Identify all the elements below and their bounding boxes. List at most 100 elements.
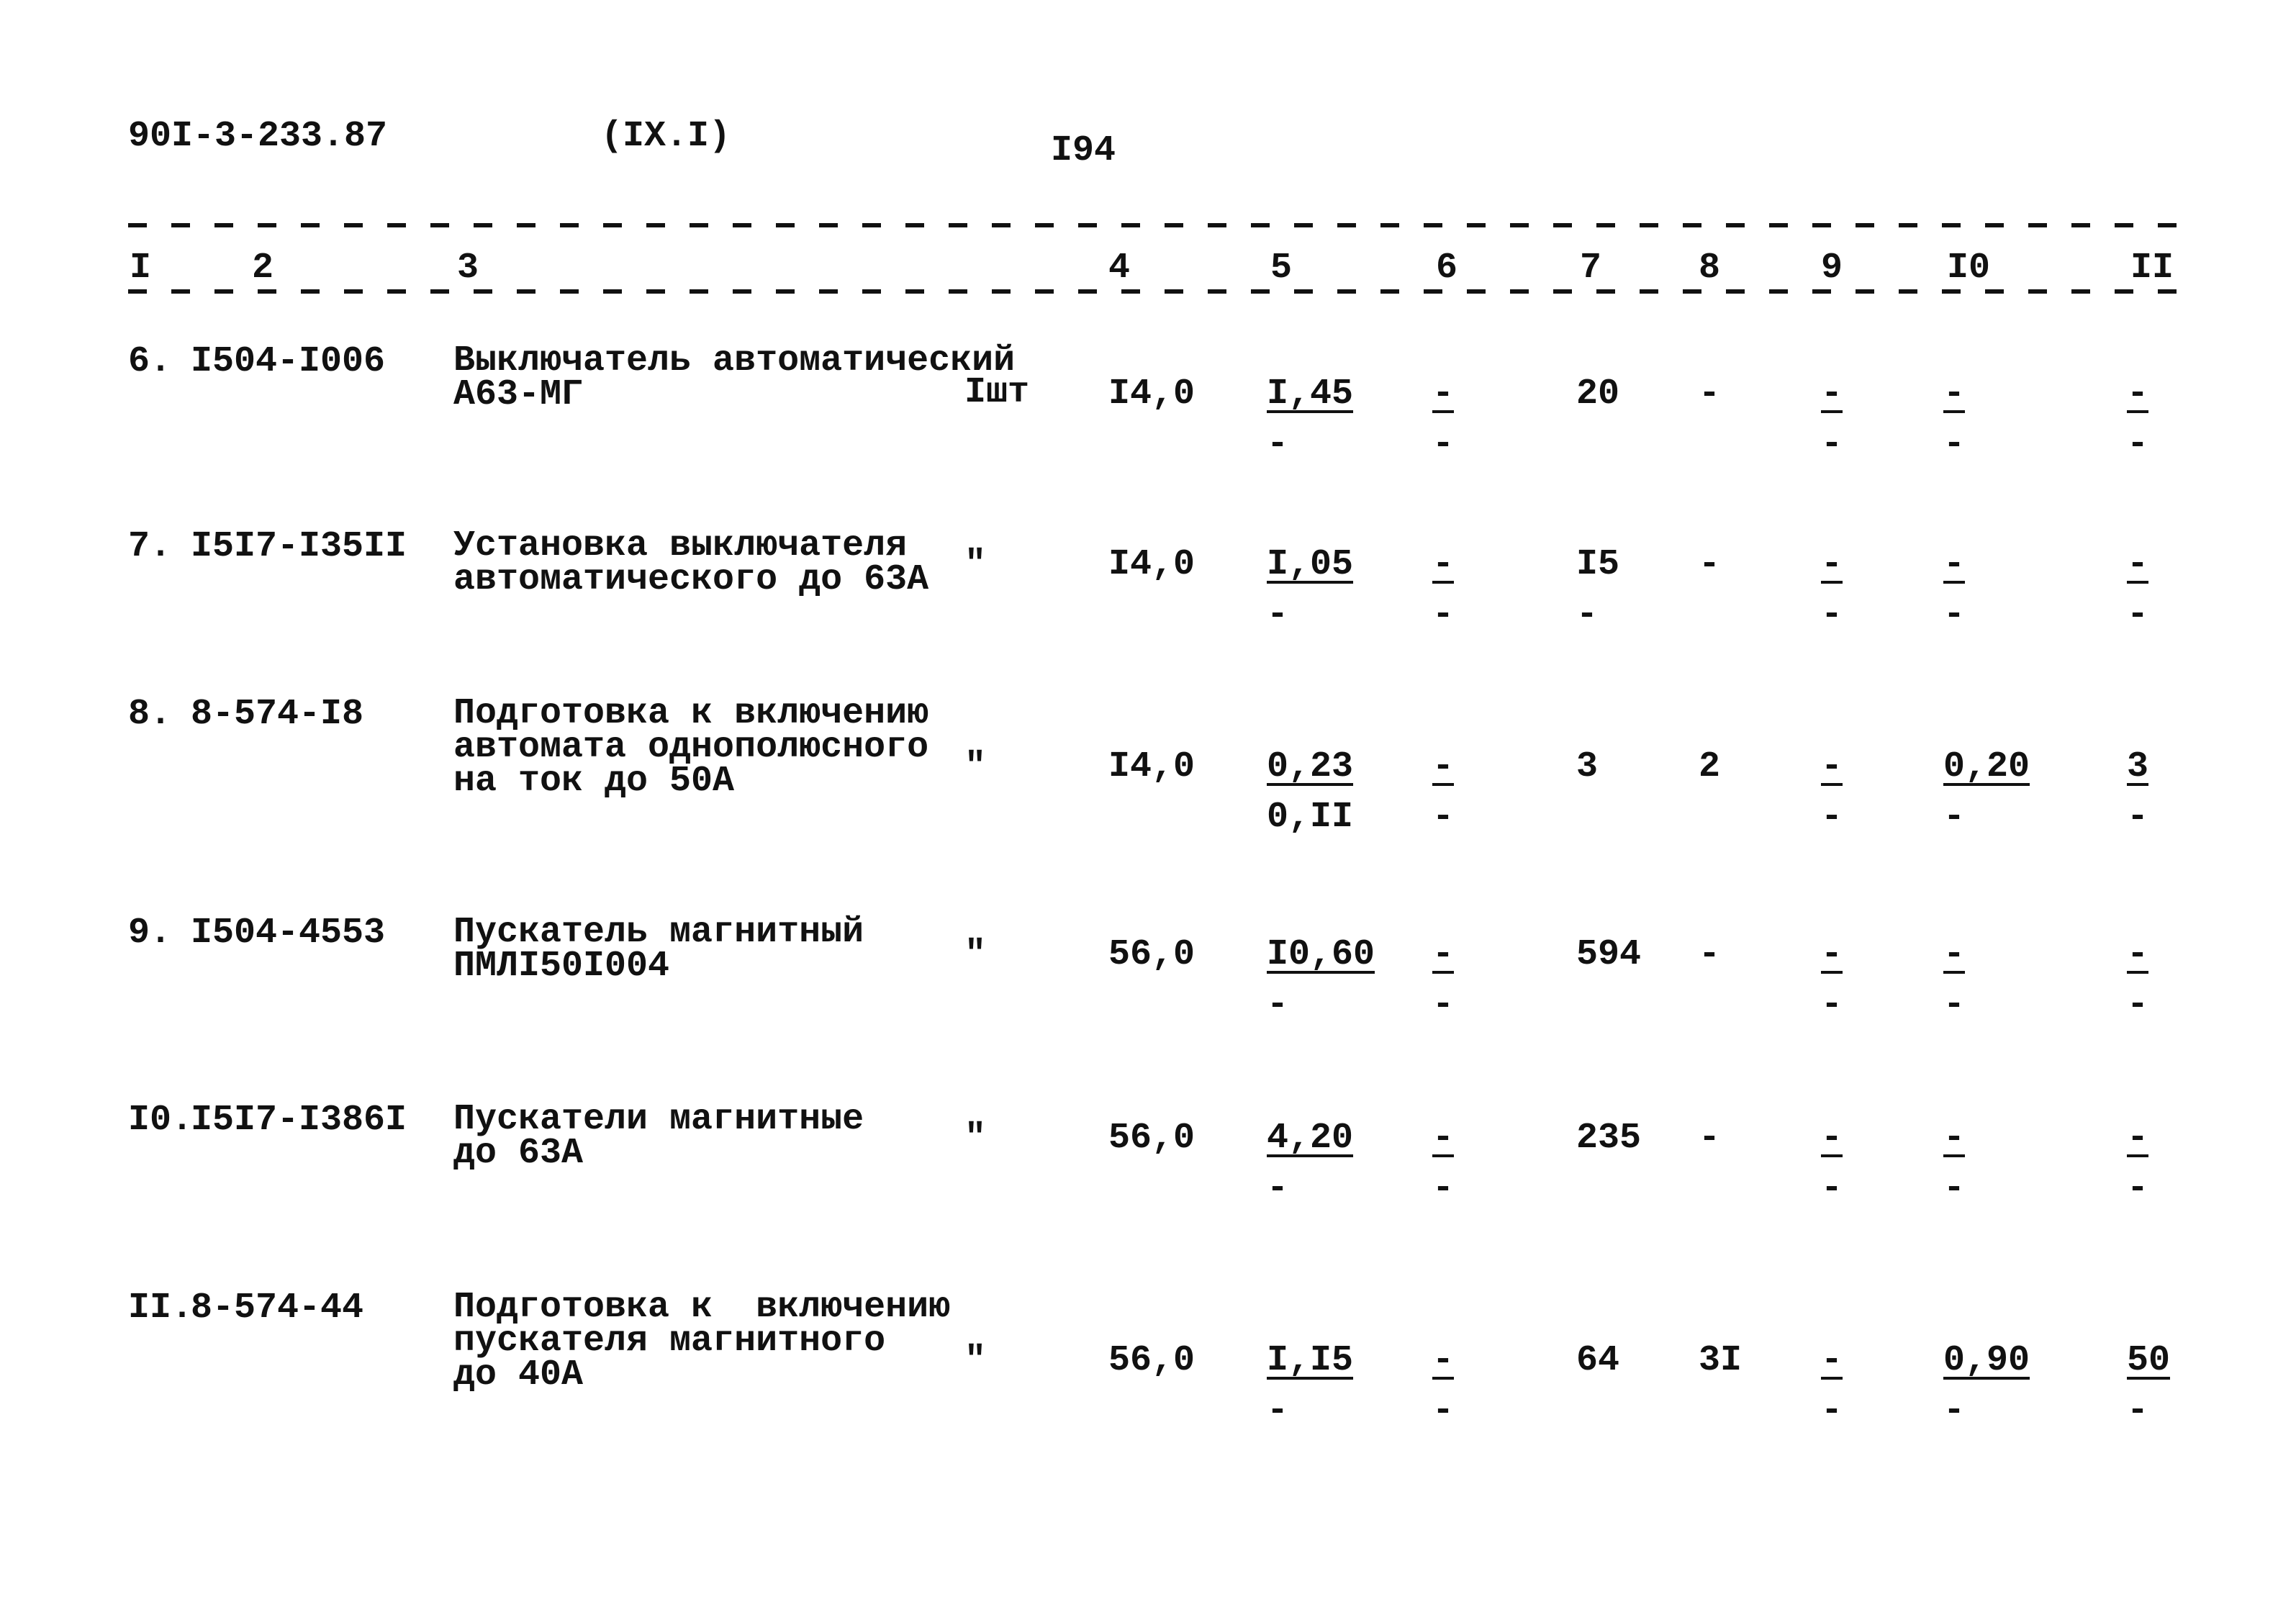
c11-denominator: - — [2127, 985, 2149, 1026]
c5-numerator: 4,20 — [1267, 1118, 1354, 1159]
item-description: автоматического до 63А — [453, 559, 929, 600]
c10-denominator: - — [1943, 424, 1966, 465]
c8-value: - — [1699, 934, 1721, 975]
c5-denominator: - — [1267, 424, 1289, 465]
c5-denominator: - — [1267, 594, 1289, 635]
c10-numerator: - — [1943, 934, 1966, 975]
c6-numerator: - — [1432, 934, 1455, 975]
c6-numerator: - — [1432, 1340, 1455, 1381]
c10-numerator: - — [1943, 1118, 1966, 1159]
c6-denominator: - — [1432, 594, 1455, 635]
c11-numerator: - — [2127, 934, 2149, 975]
section-label: (IX.I) — [601, 116, 731, 157]
column-header-2: 2 — [252, 248, 274, 289]
quantity: 56,0 — [1108, 934, 1196, 975]
price-code: I5I7-I386I — [191, 1100, 407, 1141]
c11-numerator: - — [2127, 1118, 2149, 1159]
c9-numerator: - — [1821, 544, 1843, 585]
divider-header — [128, 289, 2201, 294]
price-code: I504-I006 — [191, 341, 386, 382]
c5-denominator: - — [1267, 1390, 1289, 1431]
c9-denominator: - — [1821, 985, 1843, 1026]
column-header-4: 4 — [1108, 248, 1131, 289]
column-header-7: 7 — [1580, 248, 1602, 289]
c6-numerator: - — [1432, 1118, 1455, 1159]
c10-numerator: 0,90 — [1943, 1340, 2030, 1381]
unit: " — [964, 746, 987, 787]
c10-numerator: - — [1943, 544, 1966, 585]
quantity: I4,0 — [1108, 544, 1196, 585]
quantity: I4,0 — [1108, 746, 1196, 787]
c8-value: 3I — [1699, 1340, 1743, 1381]
item-description: до 63А — [453, 1133, 584, 1174]
c8-value: - — [1699, 374, 1721, 415]
c8-value: - — [1699, 1118, 1721, 1159]
c5-numerator: I,I5 — [1267, 1340, 1354, 1381]
c11-denominator: - — [2127, 424, 2149, 465]
c6-numerator: - — [1432, 544, 1455, 585]
c11-numerator: - — [2127, 544, 2149, 585]
item-description: А63-МГ — [453, 374, 584, 415]
c10-denominator: - — [1943, 594, 1966, 635]
c9-denominator: - — [1821, 1390, 1843, 1431]
c11-denominator: - — [2127, 1390, 2149, 1431]
row-number: II. — [128, 1288, 194, 1329]
quantity: 56,0 — [1108, 1118, 1196, 1159]
c11-numerator: 3 — [2127, 746, 2149, 787]
c9-denominator: - — [1821, 424, 1843, 465]
c6-denominator: - — [1432, 424, 1455, 465]
c5-numerator: I,05 — [1267, 544, 1354, 585]
c6-denominator: - — [1432, 797, 1455, 838]
c9-numerator: - — [1821, 746, 1843, 787]
c9-numerator: - — [1821, 1118, 1843, 1159]
item-description: на ток до 50А — [453, 761, 735, 802]
c6-denominator: - — [1432, 1168, 1455, 1209]
c11-numerator: 50 — [2127, 1340, 2171, 1381]
column-header-6: 6 — [1436, 248, 1458, 289]
row-number: 7. — [128, 526, 172, 567]
c9-numerator: - — [1821, 1340, 1843, 1381]
c9-denominator: - — [1821, 1168, 1843, 1209]
c8-value: - — [1699, 544, 1721, 585]
quantity: I4,0 — [1108, 374, 1196, 415]
document-code: 90I-3-233.87 — [128, 116, 388, 157]
c5-numerator: 0,23 — [1267, 746, 1354, 787]
c11-denominator: - — [2127, 797, 2149, 838]
item-description: автомата однополюсного — [453, 727, 929, 768]
divider-top — [128, 223, 2201, 227]
row-number: I0. — [128, 1100, 194, 1141]
c10-denominator: - — [1943, 985, 1966, 1026]
c9-numerator: - — [1821, 374, 1843, 415]
c7-numerator: 3 — [1576, 746, 1599, 787]
page-number: I94 — [1051, 130, 1116, 171]
c5-numerator: I0,60 — [1267, 934, 1375, 975]
c6-denominator: - — [1432, 985, 1455, 1026]
item-description: ПМЛI50I004 — [453, 946, 670, 987]
c11-numerator: - — [2127, 374, 2149, 415]
c5-denominator: - — [1267, 1168, 1289, 1209]
c7-numerator: 594 — [1576, 934, 1642, 975]
c6-denominator: - — [1432, 1390, 1455, 1431]
c10-denominator: - — [1943, 797, 1966, 838]
unit: " — [964, 1118, 987, 1159]
row-number: 9. — [128, 913, 172, 954]
c7-numerator: 235 — [1576, 1118, 1642, 1159]
c6-numerator: - — [1432, 746, 1455, 787]
item-description: Установка выключателя — [453, 525, 908, 566]
c5-denominator: - — [1267, 985, 1289, 1026]
column-header-8: 8 — [1699, 248, 1721, 289]
quantity: 56,0 — [1108, 1340, 1196, 1381]
unit: Iшт — [964, 372, 1030, 413]
c9-numerator: - — [1821, 934, 1843, 975]
item-description: Подготовка к включению — [453, 693, 929, 734]
item-description: до 40А — [453, 1354, 584, 1395]
column-header-3: 3 — [457, 248, 479, 289]
column-header-1: I — [130, 248, 152, 289]
row-number: 6. — [128, 341, 172, 382]
c7-denominator: - — [1576, 594, 1599, 635]
c9-denominator: - — [1821, 594, 1843, 635]
price-code: 8-574-44 — [191, 1288, 364, 1329]
row-number: 8. — [128, 694, 172, 735]
price-code: I5I7-I35II — [191, 526, 407, 567]
